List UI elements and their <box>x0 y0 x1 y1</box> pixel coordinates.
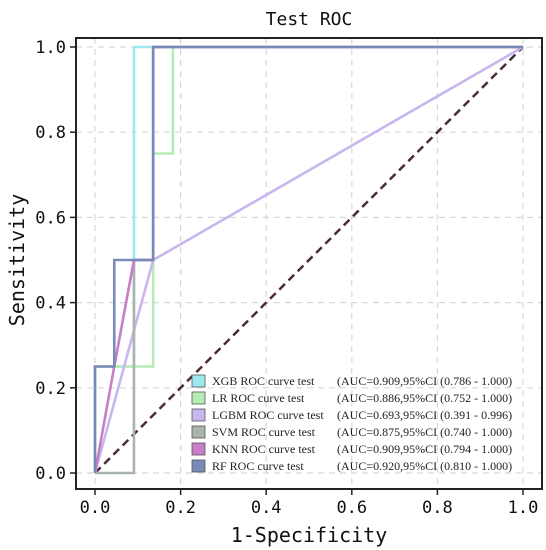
legend-swatch-svm <box>191 425 206 439</box>
x-tick-label: 0.0 <box>80 498 111 518</box>
legend-swatch-lgbm <box>191 408 206 422</box>
x-tick-label: 0.2 <box>165 498 196 518</box>
axis-ticks: 0.0 0.2 0.4 0.6 0.8 1.0 0.0 0.2 0.4 0.6 0.8 1.0 <box>35 38 538 518</box>
plot-frame <box>75 37 543 490</box>
legend-swatch-knn <box>191 442 206 456</box>
legend-auc-svm: (AUC=0.875,95%CI (0.740 - 1.000) <box>337 425 512 439</box>
legend-label-lgbm: LGBM ROC curve test <box>212 408 324 422</box>
y-tick-label: 0.4 <box>35 294 66 314</box>
x-tick-label: 0.6 <box>336 498 367 518</box>
legend-auc-lgbm: (AUC=0.693,95%CI (0.391 - 0.996) <box>337 408 512 422</box>
legend-auc-knn: (AUC=0.909,95%CI (0.794 - 1.000) <box>337 442 512 456</box>
x-tick-label: 1.0 <box>508 498 539 518</box>
y-axis-title: Sensitivity <box>5 194 29 326</box>
y-tick-label: 0.8 <box>35 123 66 143</box>
legend-label-rf: RF ROC curve test <box>212 459 304 473</box>
roc-series <box>93 45 524 475</box>
y-tick-label: 0.6 <box>35 208 66 228</box>
legend-swatch-lr <box>191 391 206 405</box>
legend-label-svm: SVM ROC curve test <box>212 425 316 439</box>
legend-label-lr: LR ROC curve test <box>212 391 305 405</box>
legend-auc-xgb: (AUC=0.909,95%CI (0.786 - 1.000) <box>337 374 512 388</box>
legend-auc-rf: (AUC=0.920,95%CI (0.810 - 1.000) <box>337 459 512 473</box>
legend-swatch-rf <box>191 459 206 473</box>
legend: XGB ROC curve test (AUC=0.909,95%CI (0.78… <box>191 374 512 473</box>
y-tick-label: 0.0 <box>35 464 66 484</box>
legend-label-knn: KNN ROC curve test <box>212 442 316 456</box>
x-tick-label: 0.4 <box>251 498 282 518</box>
chart-title: Test ROC <box>266 9 353 30</box>
y-tick-label: 1.0 <box>35 38 66 58</box>
legend-label-xgb: XGB ROC curve test <box>212 374 315 388</box>
x-tick-label: 0.8 <box>422 498 453 518</box>
chance-diagonal-line <box>94 46 524 474</box>
x-axis-title: 1-Specificity <box>231 523 388 547</box>
legend-auc-lr: (AUC=0.886,95%CI (0.752 - 1.000) <box>337 391 512 405</box>
roc-curve-rf <box>93 45 523 473</box>
y-tick-label: 0.2 <box>35 379 66 399</box>
diagonal-reference <box>94 46 524 474</box>
legend-swatch-xgb <box>191 374 206 388</box>
